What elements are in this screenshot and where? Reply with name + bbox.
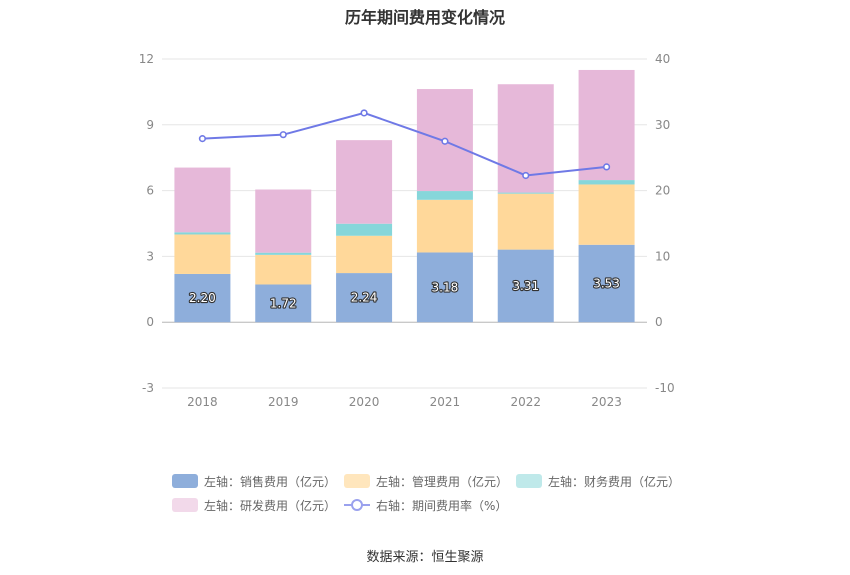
legend-swatch-finance <box>516 474 542 488</box>
right-tick-label: 30 <box>655 118 670 132</box>
rate-point <box>279 131 287 139</box>
bars <box>174 69 635 323</box>
left-tick-label: 9 <box>146 118 154 132</box>
legend-label-finance: 左轴：财务费用（亿元） <box>548 474 681 489</box>
left-tick-label: 0 <box>146 315 154 329</box>
legend-label-rnd: 左轴：研发费用（亿元） <box>204 498 337 513</box>
legend-item-finance[interactable]: 左轴：财务费用（亿元） <box>516 472 680 490</box>
right-tick-label: -10 <box>655 381 675 395</box>
bar-segment <box>578 184 635 245</box>
legend-label-rate: 右轴：期间费用率（%） <box>376 498 508 513</box>
bar-segment <box>174 167 231 233</box>
bar-value-label: 3.53 <box>593 276 620 290</box>
rate-line <box>198 109 611 180</box>
bar-value-label: 3.18 <box>432 280 459 294</box>
bar-segment <box>578 180 635 185</box>
legend-item-rnd[interactable]: 左轴：研发费用（亿元） <box>172 496 336 514</box>
legend-item-sales[interactable]: 左轴：销售费用（亿元） <box>172 472 336 490</box>
bar-segment <box>174 273 231 323</box>
bar-segment <box>255 254 312 285</box>
bar-segment <box>255 284 312 323</box>
bar-segment <box>578 244 635 323</box>
rate-point <box>360 109 368 117</box>
legend-swatch-rate <box>344 498 370 512</box>
bar-segment <box>497 192 554 194</box>
rate-point <box>522 171 530 180</box>
bar-segment <box>497 193 554 250</box>
rate-polyline <box>202 111 607 177</box>
bar-segment <box>336 273 393 323</box>
legend-item-admin[interactable]: 左轴：管理费用（亿元） <box>344 472 508 490</box>
bar-segment <box>174 234 231 274</box>
left-tick-label: 6 <box>146 184 154 198</box>
bar-labels: 2.20 1.72 2.24 3.18 3.31 3.53 <box>188 275 621 311</box>
source-note: 数据来源：恒生聚源 <box>366 550 484 565</box>
bar-segment <box>255 189 312 253</box>
right-tick-label: 10 <box>655 249 670 263</box>
left-tick-label: 3 <box>146 249 154 263</box>
bar-segment <box>336 140 393 224</box>
legend-item-rate[interactable]: 右轴：期间费用率（%） <box>344 496 507 514</box>
x-tick-label: 2021 <box>430 395 461 409</box>
legend-swatch-sales <box>172 474 198 488</box>
x-tick-label: 2020 <box>349 395 380 409</box>
right-tick-label: 20 <box>655 184 670 198</box>
x-tick-label: 2023 <box>591 395 622 409</box>
bar-segment <box>416 191 473 200</box>
bar-value-label: 2.24 <box>351 291 378 305</box>
x-tick-label: 2022 <box>510 395 541 409</box>
rate-point <box>602 163 611 171</box>
legend-swatch-rnd <box>172 498 198 512</box>
rate-point <box>441 137 449 145</box>
x-tick-label: 2019 <box>268 395 299 409</box>
bar-segment <box>174 232 231 235</box>
bar-segment <box>336 235 393 274</box>
bar-segment <box>578 69 635 181</box>
rate-point <box>198 135 207 143</box>
bar-segment <box>416 252 473 323</box>
right-tick-label: 40 <box>655 52 670 66</box>
bar-segment <box>497 249 554 323</box>
bar-value-label: 1.72 <box>270 296 297 310</box>
bar-segment <box>416 199 473 253</box>
chart-title: 历年期间费用变化情况 <box>344 8 505 27</box>
legend-label-admin: 左轴：管理费用（亿元） <box>376 474 509 489</box>
legend-swatch-admin <box>344 474 370 488</box>
bar-segment <box>255 252 312 255</box>
right-tick-label: 0 <box>655 315 663 329</box>
left-tick-label: -3 <box>142 381 154 395</box>
bar-segment <box>336 223 393 236</box>
bar-value-label: 3.31 <box>512 279 539 293</box>
x-tick-label: 2018 <box>187 395 218 409</box>
grid-lines <box>162 58 647 389</box>
left-tick-label: 12 <box>139 52 154 66</box>
legend-label-sales: 左轴：销售费用（亿元） <box>204 474 337 489</box>
axes: -3 0 3 6 9 12 -10 0 10 20 30 40 2018 2019 2020 2021 2022… <box>139 52 675 409</box>
bar-value-label: 2.20 <box>189 291 216 305</box>
